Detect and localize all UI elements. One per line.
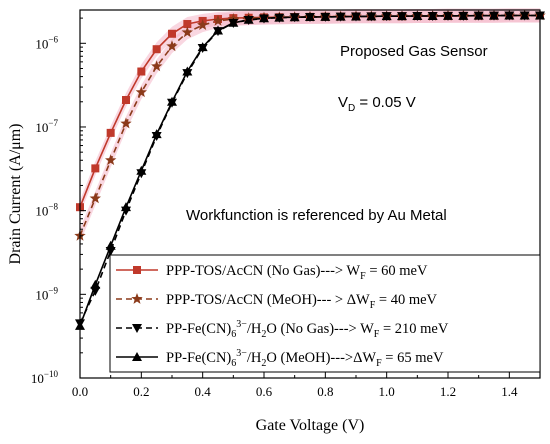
data-point-star xyxy=(166,40,178,52)
data-point-star xyxy=(181,26,193,38)
x-tick-label: 0.8 xyxy=(317,384,333,399)
y-tick-label: 10−8 xyxy=(35,202,58,219)
data-point-triangle-up xyxy=(320,11,331,21)
x-tick-label: 0.2 xyxy=(133,384,149,399)
legend: PPP-TOS/AcCN (No Gas)---> WF = 60 meV PPP… xyxy=(109,254,541,373)
x-axis-label: Gate Voltage (V) xyxy=(256,417,365,434)
data-point-star xyxy=(212,14,224,26)
data-point-square xyxy=(106,128,115,137)
data-point-star xyxy=(131,293,143,304)
x-axis-ticks: 0.0 0.2 0.4 0.6 0.8 1.0 1.2 1.4 xyxy=(72,372,541,399)
data-point-triangle-down xyxy=(132,324,142,333)
annotation-workfunction-note: Workfunction is referenced by Au Metal xyxy=(186,207,447,224)
data-point-triangle-up xyxy=(136,165,147,175)
data-point-star xyxy=(151,60,163,72)
data-point-triangle-up xyxy=(243,14,254,24)
data-point-square xyxy=(168,29,176,38)
data-point-triangle-up xyxy=(167,96,177,106)
data-point-triangle-up xyxy=(504,10,515,20)
data-point-triangle-up xyxy=(213,25,223,35)
data-point-star xyxy=(197,19,209,30)
data-point-triangle-up xyxy=(381,11,392,21)
annotation-drain-voltage: VD = 0.05 V xyxy=(338,94,416,114)
series-band xyxy=(80,8,540,215)
data-point-square xyxy=(152,45,161,54)
legend-entry: PPP-TOS/AcCN (No Gas)---> WF = 60 meV xyxy=(166,263,428,282)
y-tick-label: 10−9 xyxy=(35,285,58,302)
data-point-triangle-up xyxy=(151,129,162,139)
data-point-triangle-up xyxy=(443,10,453,20)
data-point-triangle-up xyxy=(351,11,361,21)
vd-subscript: D xyxy=(348,103,355,114)
data-point-square xyxy=(183,20,192,29)
data-point-square xyxy=(122,96,130,105)
data-point-triangle-up xyxy=(519,10,530,20)
data-point-triangle-up xyxy=(473,10,484,20)
y-tick-label: 10−10 xyxy=(31,369,59,386)
data-point-triangle-up xyxy=(274,12,285,22)
legend-entry: PPP-TOS/AcCN (MeOH)--- > ΔWF = 40 meV xyxy=(166,292,438,311)
legend-entry: PP-Fe(CN)63−/H2O (MeOH)--->ΔWF = 65 meV xyxy=(166,348,444,369)
y-tick-label: 10−6 xyxy=(35,34,58,51)
x-tick-label: 0.0 xyxy=(72,384,88,399)
data-point-triangle-up xyxy=(197,42,208,52)
vd-symbol: V xyxy=(338,94,348,111)
data-point-square xyxy=(137,67,146,76)
series-markers xyxy=(74,9,546,330)
data-point-triangle-up xyxy=(289,12,300,22)
y-axis-label: Drain Current (A/μm) xyxy=(7,124,24,265)
data-point-star xyxy=(120,117,132,129)
data-point-triangle-up xyxy=(305,12,315,22)
data-point-triangle-up xyxy=(397,11,407,21)
data-point-square xyxy=(91,164,100,173)
data-point-triangle-up xyxy=(228,17,239,27)
legend-entry: PP-Fe(CN)63−/H2O (No Gas)---> WF = 210 m… xyxy=(166,319,449,340)
x-tick-label: 1.0 xyxy=(379,384,395,399)
data-point-triangle-down xyxy=(90,286,101,296)
data-point-triangle-up xyxy=(366,11,377,21)
data-point-star xyxy=(105,154,117,166)
data-point-triangle-up xyxy=(489,10,499,20)
data-point-triangle-up xyxy=(458,10,469,20)
plot-frame xyxy=(79,9,541,379)
legend-box xyxy=(109,254,541,373)
y-tick-label: 10−7 xyxy=(35,118,58,135)
data-point-triangle-up xyxy=(412,10,423,20)
x-tick-label: 0.4 xyxy=(195,384,212,399)
x-tick-label: 1.2 xyxy=(440,384,456,399)
data-point-triangle-up xyxy=(132,352,142,361)
vd-value: = 0.05 V xyxy=(355,94,415,111)
data-point-triangle-up xyxy=(335,11,346,21)
data-point-triangle-up xyxy=(182,66,193,76)
data-point-triangle-up xyxy=(427,10,438,20)
data-point-triangle-up xyxy=(105,240,116,250)
data-point-square xyxy=(133,266,141,274)
data-point-triangle-up xyxy=(121,202,131,212)
data-point-star xyxy=(135,86,147,98)
data-point-triangle-up xyxy=(259,13,269,23)
x-tick-label: 1.4 xyxy=(501,384,518,399)
y-axis-ticks: 10−10 10−9 10−8 10−7 10−6 xyxy=(31,17,86,386)
data-point-triangle-up xyxy=(90,279,101,289)
x-tick-label: 0.6 xyxy=(256,384,273,399)
data-point-star xyxy=(89,192,101,204)
annotation-title: Proposed Gas Sensor xyxy=(340,43,488,60)
